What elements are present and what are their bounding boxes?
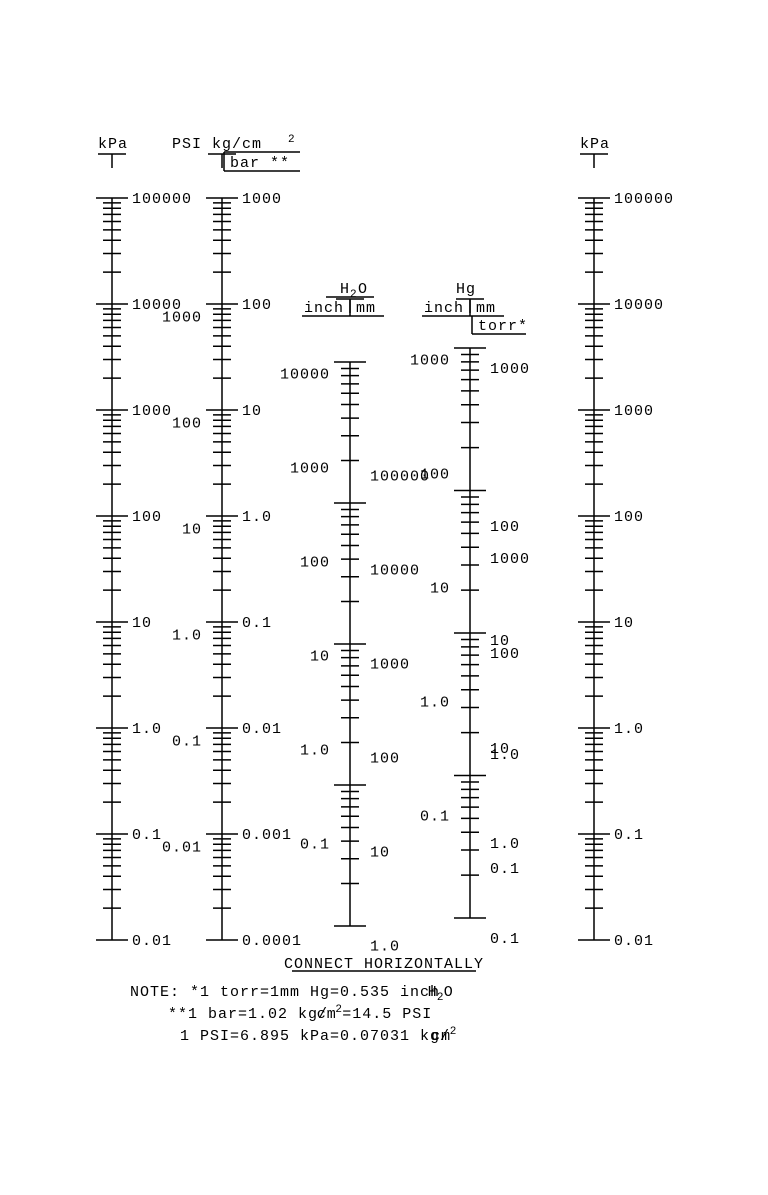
hg-sub-left: inch — [424, 300, 464, 317]
hg-llabel-2: 10 — [430, 580, 450, 597]
h2o-sub-left: inch — [304, 300, 344, 317]
footer-line-1: cm — [317, 1006, 337, 1023]
h2o-rlabel-6: 1.0 — [370, 939, 400, 956]
psi-llabel-2: 100 — [172, 416, 202, 433]
kpa-right-rlabel-0: 100000 — [614, 191, 674, 208]
kpa-right-rlabel-7: 0.01 — [614, 933, 654, 950]
hg-llabel-1: 100 — [420, 466, 450, 483]
kpa-left-title: kPa — [98, 136, 128, 153]
psi-rlabel-7: 0.0001 — [242, 933, 302, 950]
kpa-left-rlabel-7: 0.01 — [132, 933, 172, 950]
psi-rlabel-2: 10 — [242, 403, 262, 420]
h2o-rlabel-2: 10000 — [370, 563, 420, 580]
footer-line-2: cm — [431, 1028, 451, 1045]
h2o-title: H — [340, 281, 350, 298]
psi-llabel-1: 1000 — [162, 310, 202, 327]
psi-llabel-4: 1.0 — [172, 628, 202, 645]
kpa-right-title: kPa — [580, 136, 610, 153]
h2o-rlabel-3: 1000 — [370, 657, 410, 674]
hg-title: Hg — [456, 281, 476, 298]
h2o-sub-right: mm — [356, 300, 376, 317]
kpa-left-rlabel-2: 1000 — [132, 403, 172, 420]
psi-rlabel-0: 1000 — [242, 191, 282, 208]
footer-line-0: O — [444, 984, 454, 1001]
hg-rlabel-0: 1000 — [490, 361, 530, 378]
svg-text:1.0: 1.0 — [490, 747, 520, 764]
psi-llabel-5: 0.1 — [172, 734, 202, 751]
hg-rlabel-2: 1000 — [490, 551, 530, 568]
kpa-left-rlabel-6: 0.1 — [132, 827, 162, 844]
h2o-llabel-4: 1.0 — [300, 742, 330, 759]
svg-text:10: 10 — [490, 633, 510, 650]
hg-sub-right: mm — [476, 300, 496, 317]
hg-extra: torr* — [478, 318, 528, 335]
kpa-right-rlabel-6: 0.1 — [614, 827, 644, 844]
nomograph: kPa100000100001000100101.00.10.01PSI kg/… — [0, 0, 768, 1195]
psi-title: PSI kg/cm — [172, 136, 262, 153]
psi-rlabel-4: 0.1 — [242, 615, 272, 632]
kpa-right-rlabel-2: 1000 — [614, 403, 654, 420]
hg-llabel-3: 1.0 — [420, 694, 450, 711]
h2o-llabel-0: 10000 — [280, 366, 330, 383]
footer-line-0: NOTE: *1 torr=1mm Hg=0.535 inch — [130, 984, 440, 1001]
kpa-right-rlabel-3: 100 — [614, 509, 644, 526]
footer-line-2: 1 PSI=6.895 kPa=0.07031 kg/ — [180, 1028, 450, 1045]
h2o-rlabel-5: 10 — [370, 845, 390, 862]
kpa-left-rlabel-0: 100000 — [132, 191, 192, 208]
h2o-llabel-1: 1000 — [290, 460, 330, 477]
kpa-right-rlabel-4: 10 — [614, 615, 634, 632]
svg-text:100: 100 — [490, 519, 520, 536]
hg-rlabel-5: 1.0 — [490, 836, 520, 853]
svg-text:O: O — [358, 281, 368, 298]
psi-llabel-6: 0.01 — [162, 840, 202, 857]
svg-text:2: 2 — [288, 134, 296, 146]
svg-text:0.1: 0.1 — [490, 861, 520, 878]
kpa-left-rlabel-4: 10 — [132, 615, 152, 632]
h2o-llabel-2: 100 — [300, 554, 330, 571]
h2o-llabel-3: 10 — [310, 648, 330, 665]
footer-line-2: 2 — [450, 1026, 458, 1038]
h2o-rlabel-4: 100 — [370, 751, 400, 768]
psi-subtitle: bar ** — [230, 155, 290, 172]
hg-llabel-0: 1000 — [410, 352, 450, 369]
psi-llabel-3: 10 — [182, 522, 202, 539]
psi-rlabel-3: 1.0 — [242, 509, 272, 526]
psi-rlabel-1: 100 — [242, 297, 272, 314]
h2o-llabel-5: 0.1 — [300, 836, 330, 853]
hg-rlabel-6: 0.1 — [490, 931, 520, 948]
kpa-right-rlabel-1: 10000 — [614, 297, 664, 314]
kpa-right-rlabel-5: 1.0 — [614, 721, 644, 738]
kpa-left-rlabel-5: 1.0 — [132, 721, 162, 738]
psi-rlabel-5: 0.01 — [242, 721, 282, 738]
footer-line-1: =14.5 PSI — [342, 1006, 432, 1023]
kpa-left-rlabel-3: 100 — [132, 509, 162, 526]
footer-line-1: **1 bar=1.02 kg/ — [168, 1006, 328, 1023]
hg-llabel-4: 0.1 — [420, 808, 450, 825]
psi-rlabel-6: 0.001 — [242, 827, 292, 844]
